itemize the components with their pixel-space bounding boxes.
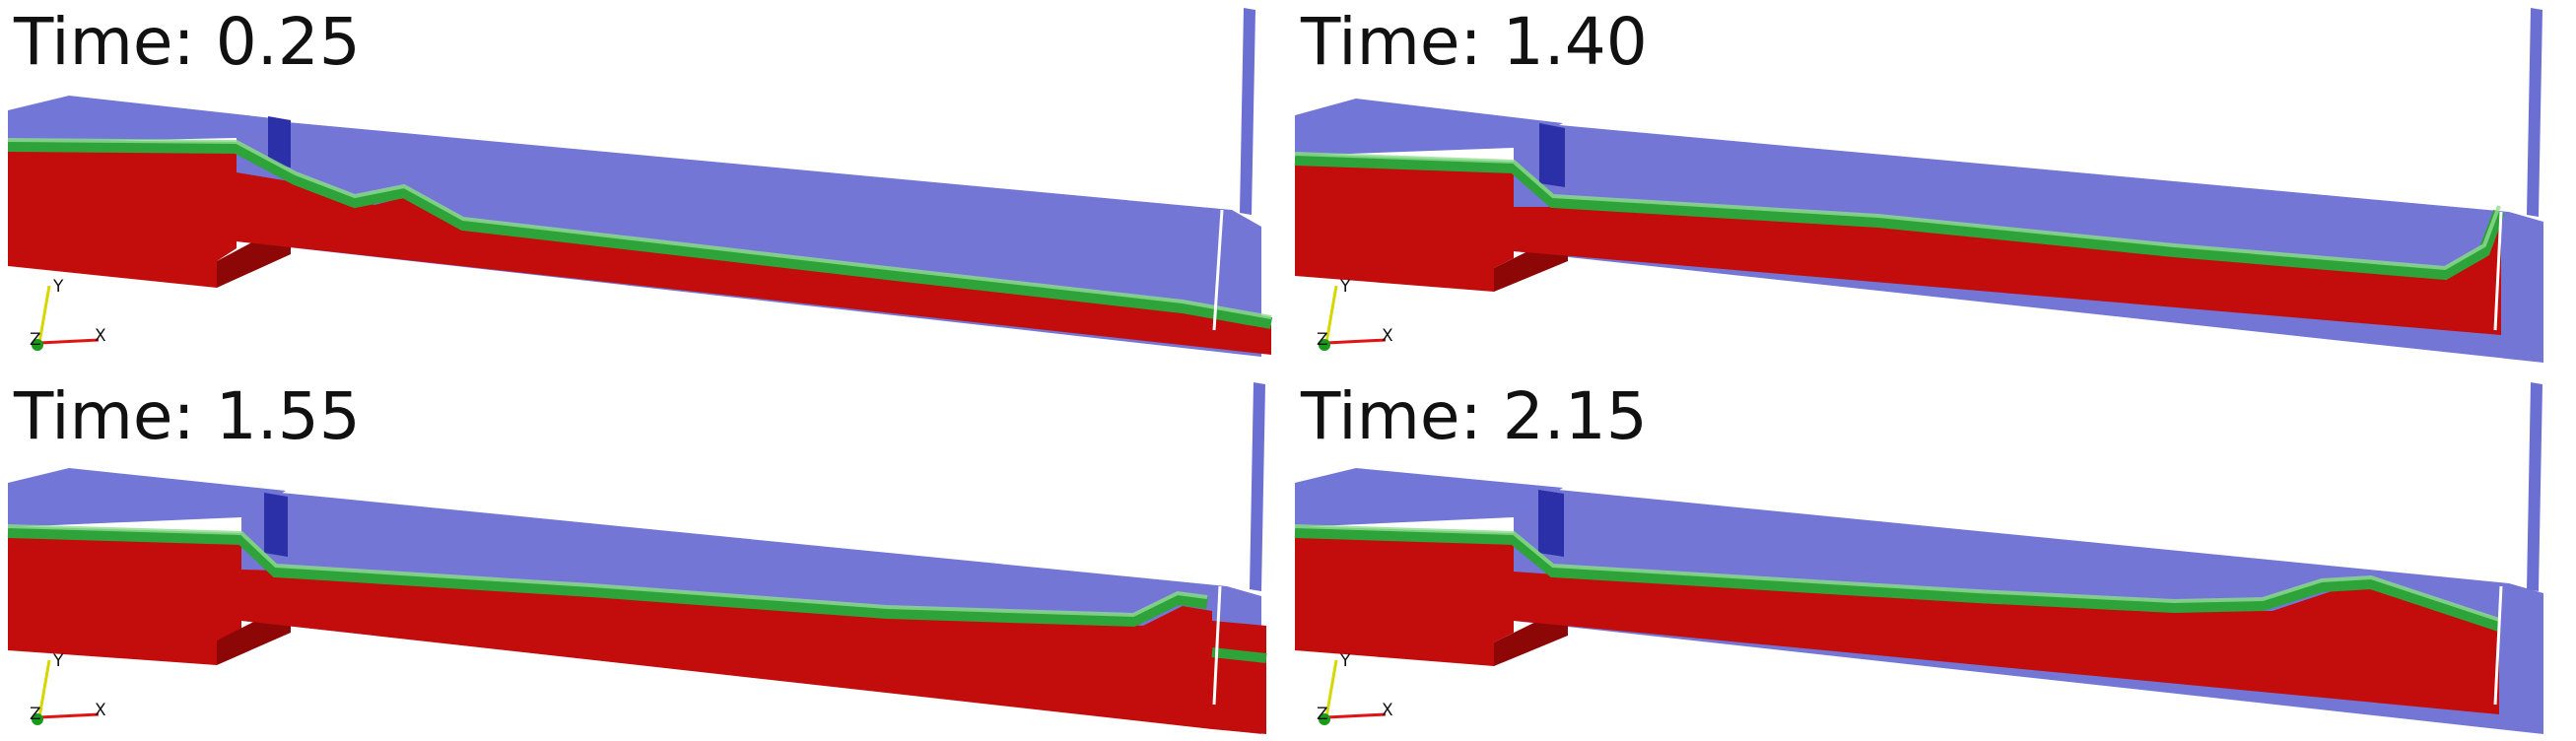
interface-band — [1294, 154, 2505, 281]
tank-render: Y X Z — [1294, 8, 2543, 363]
time-label: Time: 2.15 — [1301, 378, 1648, 454]
outlet-wall — [1212, 585, 1222, 706]
tank-render: Y X Z — [7, 8, 1273, 357]
gate — [268, 116, 291, 168]
reservoir-water — [1295, 468, 1563, 527]
axis-triad-icon: Y X Z — [30, 277, 106, 351]
axis-y-label: Y — [1339, 277, 1351, 297]
axis-z-label: Z — [1317, 330, 1328, 350]
axis-triad-icon: Y X Z — [1317, 277, 1393, 351]
outlet-column — [2527, 382, 2542, 591]
tank-render: Y X Z — [1294, 382, 2543, 734]
axis-y-label: Y — [1339, 651, 1351, 671]
outlet-column — [1250, 382, 1265, 591]
outlet-wall — [2493, 211, 2503, 331]
simulation-panel: Y X Z Time: 0.25 — [0, 0, 1281, 367]
time-label: Time: 1.55 — [14, 378, 361, 454]
axis-x-label: X — [1382, 701, 1393, 720]
outlet-interface — [1211, 647, 1267, 663]
simulation-panel: Y X Z Time: 2.15 — [1287, 374, 2568, 741]
axis-triad-icon: Y X Z — [1317, 651, 1393, 725]
outlet-column — [2527, 8, 2542, 217]
interface-band — [7, 526, 1208, 628]
gate — [1539, 123, 1565, 187]
gate — [1538, 490, 1564, 557]
axis-y-label: Y — [52, 277, 64, 297]
time-label: Time: 0.25 — [14, 4, 361, 80]
axis-triad-icon: Y X Z — [30, 651, 106, 725]
reservoir-sediment — [1295, 530, 1514, 666]
outlet-wall — [1212, 209, 1224, 331]
simulation-panel: Y X Z Time: 1.55 — [0, 374, 1281, 741]
reservoir-sediment — [8, 148, 237, 288]
channel-sediment — [241, 570, 1212, 729]
channel-sediment — [1514, 207, 2501, 335]
axis-z-label: Z — [30, 330, 41, 350]
outlet-sediment — [1212, 621, 1266, 734]
reservoir-water — [8, 468, 286, 527]
interface-highlight — [7, 138, 1272, 319]
simulation-panel: Y X Z Time: 1.40 — [1287, 0, 2568, 367]
channel-sediment — [1514, 572, 2499, 714]
axis-z-label: Z — [1317, 705, 1328, 724]
reservoir-sediment — [1295, 158, 1514, 292]
interface-band — [7, 140, 1273, 329]
interface-highlight — [1294, 524, 2500, 622]
outlet-column — [1240, 8, 1255, 215]
interface-highlight — [1294, 152, 2501, 271]
axis-x-label: X — [1382, 326, 1393, 346]
tank-render: Y X Z — [7, 382, 1267, 734]
reservoir-water — [1295, 99, 1563, 156]
axis-x-label: X — [95, 701, 106, 720]
axis-z-label: Z — [30, 705, 41, 724]
time-label: Time: 1.40 — [1301, 4, 1648, 80]
interface-band — [1294, 526, 2501, 632]
gate — [264, 493, 288, 557]
reservoir-water — [8, 96, 291, 143]
outlet-wall — [2493, 585, 2503, 706]
axis-y-label: Y — [52, 651, 64, 671]
axis-x-label: X — [95, 326, 106, 346]
reservoir-sediment — [8, 530, 241, 665]
interface-highlight — [7, 524, 1208, 618]
